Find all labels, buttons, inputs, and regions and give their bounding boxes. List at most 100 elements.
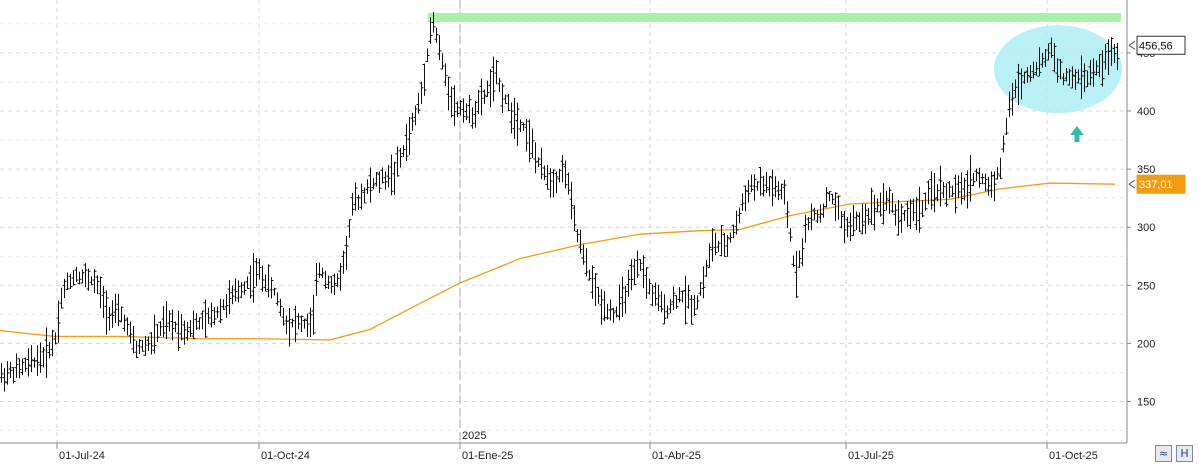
- ohlc-bar: [215, 306, 220, 319]
- ohlc-bar: [983, 173, 988, 192]
- ohlc-bar: [746, 179, 751, 203]
- ohlc-bar: [392, 161, 397, 195]
- ohlc-bar: [947, 181, 952, 199]
- ohlc-bar: [1007, 91, 1012, 118]
- ohlc-bar: [44, 327, 49, 378]
- ohlc-bar: [17, 358, 22, 379]
- ohlc-bar: [410, 112, 415, 131]
- ohlc-bar: [281, 307, 286, 326]
- ohlc-bar: [251, 253, 256, 303]
- ohlc-bar: [779, 183, 784, 200]
- ohlc-bar: [881, 183, 886, 225]
- ohlc-bar: [671, 286, 676, 310]
- ohlc-bar: [224, 294, 229, 318]
- ohlc-bar: [872, 194, 877, 231]
- ohlc-bar: [77, 271, 82, 285]
- ohlc-bar: [332, 273, 337, 296]
- ohlc-bar: [740, 193, 745, 211]
- ohlc-bar: [98, 276, 103, 309]
- ohlc-bar: [266, 264, 271, 298]
- y-tick-label: 150: [1137, 397, 1155, 409]
- ohlc-bar: [599, 289, 604, 325]
- ohlc-bar: [479, 78, 484, 116]
- ohlc-bar: [362, 187, 367, 204]
- ohlc-bar: [602, 290, 607, 322]
- ohlc-bar: [104, 290, 109, 335]
- ohlc-bar: [644, 267, 649, 299]
- ohlc-bar: [542, 165, 547, 181]
- ohlc-bar: [125, 317, 130, 336]
- ohlc-bar: [86, 268, 91, 291]
- year-label: 2025: [462, 430, 486, 442]
- ohlc-bar: [752, 174, 757, 201]
- ohlc-bar: [206, 307, 211, 324]
- ohlc-bar: [521, 122, 526, 131]
- ohlc-bar: [518, 119, 523, 133]
- ohlc-bar: [158, 321, 163, 336]
- ohlc-bar: [1028, 64, 1033, 82]
- moving-average-price-label-pointer: [1128, 179, 1136, 189]
- ohlc-bar: [191, 310, 196, 340]
- ohlc-bar: [305, 313, 310, 337]
- ohlc-bar: [308, 307, 313, 337]
- zoom-fit-label: ≈: [1158, 447, 1169, 460]
- ohlc-bar: [1100, 50, 1105, 87]
- ohlc-bar: [998, 157, 1003, 180]
- ohlc-bar: [836, 195, 841, 220]
- ohlc-bar: [317, 262, 322, 279]
- ohlc-bar: [590, 265, 595, 299]
- ohlc-bar: [227, 280, 232, 315]
- ohlc-bar: [941, 181, 946, 199]
- ohlc-bar: [485, 80, 490, 98]
- ohlc-bar: [41, 347, 46, 368]
- resistance-band: [428, 12, 1121, 22]
- ohlc-bar: [185, 322, 190, 341]
- ohlc-bar: [407, 116, 412, 156]
- ohlc-bar: [194, 312, 199, 330]
- ohlc-bar: [440, 53, 445, 70]
- ohlc-bar: [431, 11, 436, 33]
- ohlc-bar: [1088, 59, 1093, 86]
- h-scale-button[interactable]: H: [1176, 445, 1193, 462]
- ohlc-bar: [647, 278, 652, 295]
- ohlc-bar: [233, 278, 238, 302]
- ohlc-bar: [533, 142, 538, 174]
- ohlc-bar: [896, 200, 901, 236]
- ohlc-bar: [1001, 135, 1006, 153]
- y-tick-label: 250: [1137, 280, 1155, 292]
- ohlc-bar: [830, 193, 835, 205]
- ohlc-bar: [302, 318, 307, 329]
- ohlc-bar: [557, 168, 562, 183]
- ohlc-bar: [23, 357, 28, 372]
- ohlc-bar: [254, 258, 259, 287]
- ohlc-bar: [428, 17, 433, 44]
- ohlc-bar: [1103, 44, 1108, 70]
- ohlc-bar: [668, 299, 673, 314]
- ohlc-bar: [806, 216, 811, 231]
- y-tick-label: 350: [1137, 164, 1155, 176]
- ohlc-bar: [290, 318, 295, 328]
- ohlc-bar: [791, 255, 796, 267]
- ohlc-bar: [50, 329, 55, 357]
- ohlc-bar: [128, 321, 133, 344]
- ohlc-bar: [389, 154, 394, 196]
- ohlc-bar: [878, 192, 883, 217]
- zoom-fit-button[interactable]: ≈: [1155, 445, 1172, 462]
- ohlc-bar: [47, 341, 52, 359]
- ohlc-bar: [572, 205, 577, 232]
- ohlc-bar: [695, 295, 700, 310]
- ohlc-bar: [467, 95, 472, 124]
- ohlc-bar: [797, 250, 802, 268]
- ohlc-bar: [749, 174, 754, 193]
- ohlc-bar: [716, 240, 721, 252]
- ohlc-bar: [500, 83, 505, 113]
- ohlc-bar: [827, 191, 832, 202]
- y-tick-label: 400: [1137, 106, 1155, 118]
- ohlc-bar: [107, 307, 112, 331]
- ohlc-bar: [848, 212, 853, 241]
- ohlc-bar: [146, 336, 151, 351]
- ohlc-bar: [887, 186, 892, 214]
- ohlc-bar: [629, 259, 634, 291]
- ohlc-bar: [584, 248, 589, 277]
- ohlc-bar: [239, 281, 244, 299]
